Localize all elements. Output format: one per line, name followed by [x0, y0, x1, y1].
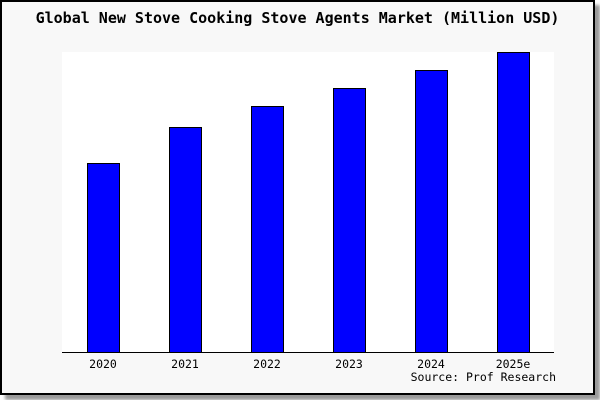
- x-tick-label-2021: 2021: [171, 357, 199, 371]
- x-tick-label-2023: 2023: [335, 357, 363, 371]
- bar-2020: [86, 163, 120, 352]
- x-tick-label-2020: 2020: [89, 357, 117, 371]
- x-axis-labels: 2020 2021 2022 2023 2024 2025e: [62, 357, 554, 371]
- bar-2021: [168, 127, 202, 352]
- x-tick-label-2024: 2024: [417, 357, 445, 371]
- bar-2025e: [496, 52, 530, 352]
- chart-frame: Global New Stove Cooking Stove Agents Ma…: [0, 0, 595, 395]
- x-tick-label-2025e: 2025e: [495, 357, 531, 371]
- bar-2022: [250, 106, 284, 352]
- plot-area: [62, 52, 554, 353]
- source-note: Source: Prof Research: [410, 370, 556, 384]
- bars-container: [62, 52, 554, 352]
- bar-2023: [332, 88, 366, 352]
- x-tick-label-2022: 2022: [253, 357, 281, 371]
- chart-title: Global New Stove Cooking Stove Agents Ma…: [35, 9, 560, 27]
- bar-2024: [414, 70, 448, 352]
